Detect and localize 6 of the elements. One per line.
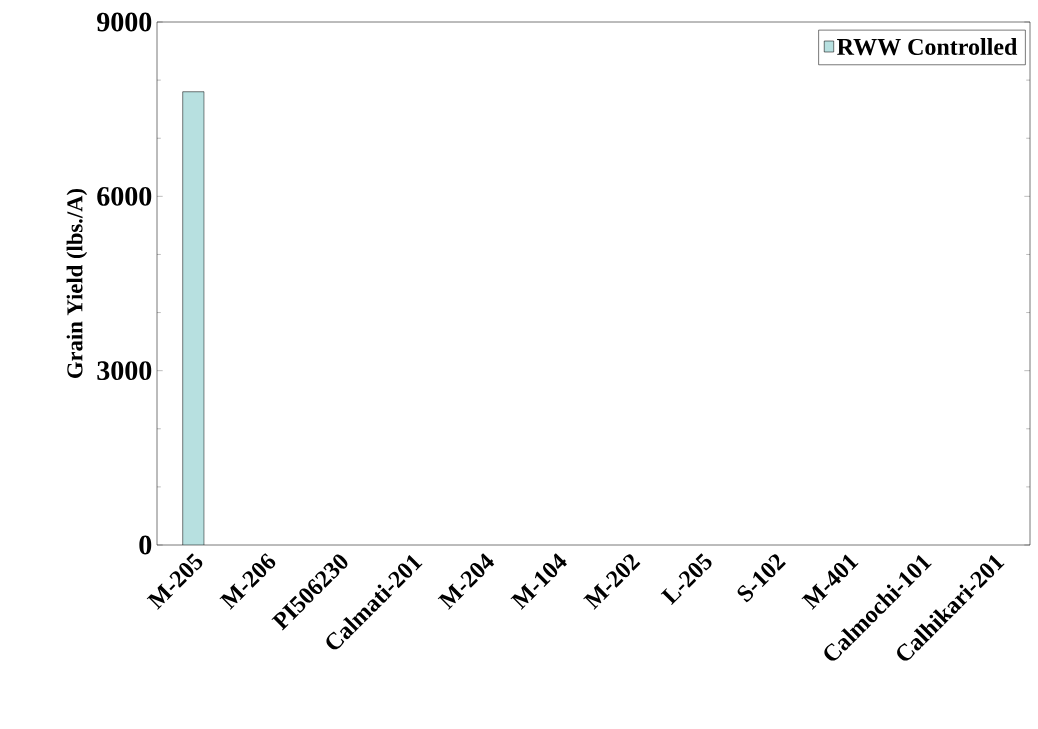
y-tick-label: 6000: [97, 186, 152, 206]
y-tick-label: 9000: [97, 12, 152, 32]
y-axis-title: Grain Yield (lbs./A): [66, 188, 88, 378]
y-tick-label: 0: [139, 535, 152, 555]
y-tick-label: 3000: [97, 361, 152, 381]
legend-label: RWW Controlled: [837, 38, 1018, 56]
